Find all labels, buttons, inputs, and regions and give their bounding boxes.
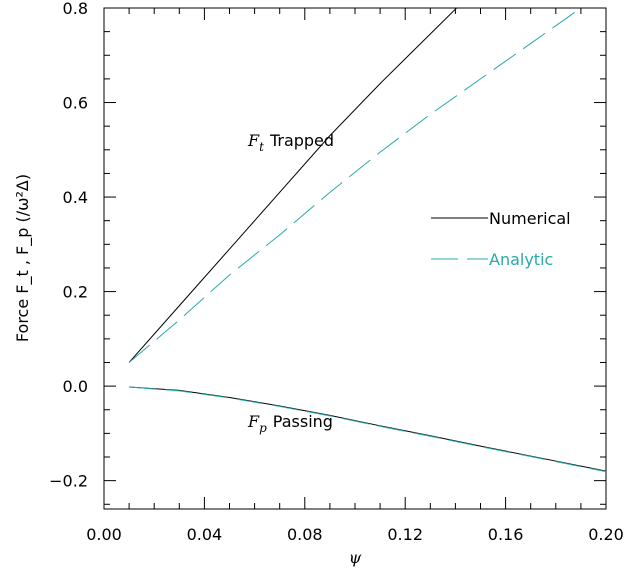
x-tick-label: 0.16 [488, 525, 524, 544]
x-tick-label: 0.04 [187, 525, 223, 544]
x-tick-label: 0.20 [588, 525, 624, 544]
y-tick-label: 0.0 [63, 377, 88, 396]
passing-numerical-line [129, 386, 606, 472]
x-tick-label: 0.08 [287, 525, 323, 544]
passing-analytic-line [129, 386, 606, 473]
passing-annotation: Fp Passing [247, 412, 333, 435]
x-tick-label: 0.12 [387, 525, 423, 544]
trapped-numerical-line [128, 8, 458, 363]
y-tick-label: 0.8 [63, 0, 88, 18]
y-tick-label: −0.2 [49, 472, 88, 491]
x-tick-label: 0.00 [86, 525, 122, 544]
axis-ticks [103, 7, 607, 509]
y-tick-label: 0.2 [63, 283, 88, 302]
x-tick-labels: 0.00 0.04 0.08 0.12 0.16 0.20 [86, 525, 624, 544]
y-tick-label: 0.6 [63, 94, 88, 113]
y-axis-label: Force F_t , F_p (/ω²Δ) [13, 174, 33, 342]
legend-numerical-label: Numerical [489, 209, 571, 228]
legend-analytic-label: Analytic [489, 250, 553, 269]
y-tick-label: 0.4 [63, 188, 88, 207]
series-lines [128, 8, 606, 473]
legend: Numerical Analytic [431, 209, 571, 269]
y-tick-labels: −0.2 0.0 0.2 0.4 0.6 0.8 [49, 0, 88, 491]
x-axis-label: ψ [349, 548, 362, 567]
trapped-analytic-line [128, 8, 582, 363]
trapped-annotation: Ft Trapped [247, 131, 334, 154]
